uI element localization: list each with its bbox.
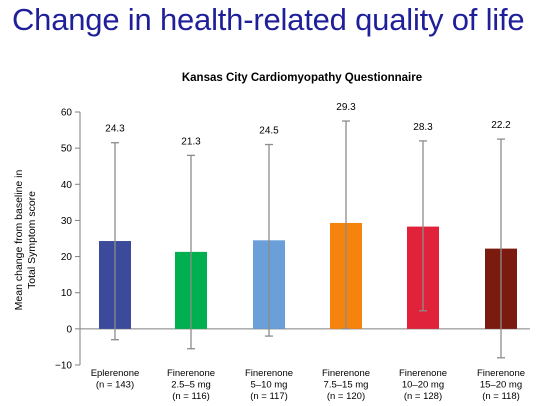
y-tick-label: 20 bbox=[61, 252, 73, 263]
y-tick-label: 10 bbox=[61, 288, 73, 299]
category-label: Finerenone 5–10 mg (n = 117) bbox=[245, 368, 293, 402]
category-label-line: Finerenone bbox=[245, 368, 293, 379]
category-label-line: 10–20 mg bbox=[402, 380, 444, 391]
category-label-line: 15–20 mg bbox=[480, 380, 522, 391]
category-label-line: Finerenone bbox=[399, 368, 447, 379]
y-tick-label: 50 bbox=[61, 144, 73, 155]
slide-title: Change in health-related quality of life bbox=[12, 2, 525, 37]
category-label-line: (n = 117) bbox=[250, 391, 288, 402]
plot-area: −10 0 10 20 30 40 50 60 24.3 Eplerenone (n = 143) 2… bbox=[55, 102, 530, 402]
y-tick-label: 30 bbox=[61, 216, 73, 227]
category-label-line: Finerenone bbox=[322, 368, 370, 379]
category-label-line: (n = 118) bbox=[482, 391, 520, 402]
data-label: 24.5 bbox=[259, 126, 279, 137]
category-label: Eplerenone (n = 143) bbox=[91, 368, 140, 391]
category-label-line: 5–10 mg bbox=[251, 380, 288, 391]
y-axis-label-line: Total Symptom score bbox=[26, 191, 38, 289]
category-label: Finerenone 7.5–15 mg (n = 120) bbox=[322, 368, 370, 402]
category-label-line: Finerenone bbox=[477, 368, 525, 379]
category-label-line: (n = 143) bbox=[96, 380, 134, 391]
y-axis-label: Mean change from baseline in Total Sympto… bbox=[13, 170, 38, 311]
category-label: Finerenone 10–20 mg (n = 128) bbox=[399, 368, 447, 402]
category-label-line: (n = 128) bbox=[404, 391, 442, 402]
data-label: 21.3 bbox=[181, 136, 201, 147]
y-tick-label: 0 bbox=[66, 324, 72, 335]
category-label-line: 7.5–15 mg bbox=[324, 380, 369, 391]
category-label-line: Eplerenone bbox=[91, 368, 140, 379]
chart-title: Kansas City Cardiomyopathy Questionnaire bbox=[182, 72, 422, 84]
data-label: 29.3 bbox=[336, 102, 356, 113]
data-label: 22.2 bbox=[491, 120, 511, 131]
data-label: 24.3 bbox=[105, 124, 125, 135]
y-tick-label: 60 bbox=[61, 108, 73, 119]
category-label-line: (n = 116) bbox=[172, 391, 210, 402]
data-label: 28.3 bbox=[413, 122, 433, 133]
y-axis-label-line: Mean change from baseline in bbox=[13, 170, 25, 311]
y-tick-label: −10 bbox=[55, 361, 72, 372]
category-label-line: 2.5–5 mg bbox=[171, 380, 211, 391]
category-label: Finerenone 15–20 mg (n = 118) bbox=[477, 368, 525, 402]
y-tick-label: 40 bbox=[61, 180, 73, 191]
category-label: Finerenone 2.5–5 mg (n = 116) bbox=[167, 368, 215, 402]
category-label-line: Finerenone bbox=[167, 368, 215, 379]
category-label-line: (n = 120) bbox=[327, 391, 365, 402]
